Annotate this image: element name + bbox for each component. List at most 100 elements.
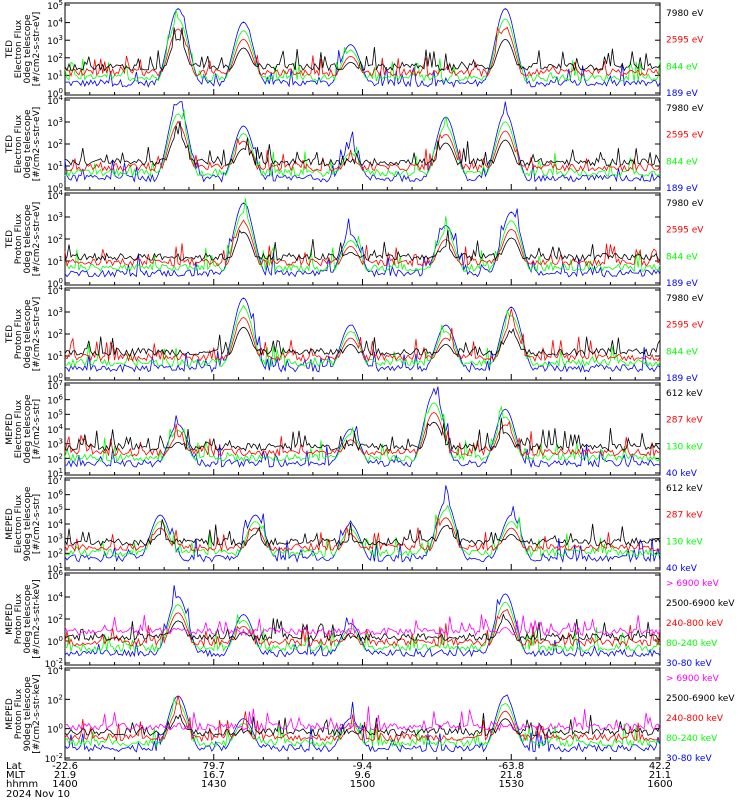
- y-tick-label: 104: [47, 423, 63, 436]
- y-tick-label: 102: [47, 52, 63, 65]
- y-axis-label-line: 0deg telescope: [23, 394, 33, 464]
- y-tick-label: 104: [47, 94, 63, 107]
- y-tick-label: 101: [47, 350, 63, 363]
- series-trace: [64, 9, 661, 83]
- x-tick-label-hhmm: 1600: [647, 779, 672, 790]
- y-tick-label: 100: [47, 182, 63, 195]
- legend-entry: 80-240 keV: [666, 639, 718, 649]
- x-tick-label-mlt: 21.9: [54, 770, 76, 781]
- legend-entry: 2595 eV: [666, 131, 704, 141]
- y-axis-label-line: 0deg telescope: [23, 299, 33, 369]
- legend-entry: 2595 eV: [666, 321, 704, 331]
- series-trace: [64, 585, 661, 658]
- series-trace: [64, 7, 661, 88]
- legend-entry: 2500-6900 keV: [666, 694, 735, 704]
- series-trace: [64, 411, 660, 458]
- y-tick-label: 101: [47, 160, 63, 173]
- series-trace: [64, 121, 661, 167]
- y-tick-label: 100: [47, 87, 63, 100]
- y-axis-label-line: [#/cm2-s-str]: [32, 399, 42, 459]
- panel-1: 105 104 103 102 101 100 TED Electron Flux 0deg t…: [5, 0, 704, 100]
- series-trace: [64, 608, 661, 648]
- series-trace: [64, 417, 661, 452]
- legend-entry: 2500-6900 keV: [666, 599, 735, 609]
- y-tick-label: 106: [47, 394, 63, 407]
- y-tick-label: 105: [47, 408, 63, 421]
- y-axis-label-line: [#/cm2-s-str-eV]: [32, 297, 42, 372]
- y-axis-label-line: Proton Flux: [14, 308, 24, 359]
- y-tick-label: 100: [47, 723, 63, 736]
- series-trace: [64, 485, 661, 564]
- series-trace: [64, 386, 661, 469]
- legend-entry: 80-240 keV: [666, 734, 718, 744]
- legend-entry: 287 keV: [666, 416, 703, 426]
- x-tick-label-lat: 79.7: [203, 761, 225, 772]
- y-axis-label-line: MEPED: [5, 698, 15, 730]
- y-tick-label: 104: [47, 591, 63, 604]
- x-tick-label-hhmm: 1500: [350, 779, 375, 790]
- y-axis-label-line: [#/cm2-s-str]: [32, 494, 42, 554]
- legend-entry: 287 keV: [666, 511, 703, 521]
- y-tick-label: 10-2: [45, 657, 63, 670]
- x-tick-label-mlt: 21.1: [649, 770, 671, 781]
- panel-8: 104 102 100 10-2 MEPED Proton Flux 90deg teles…: [5, 664, 735, 765]
- panel-4: 104 103 102 101 100 TED Proton Flux 0deg telesc…: [5, 284, 704, 385]
- legend-entry: 30-80 keV: [666, 754, 712, 764]
- y-tick-label: 104: [47, 518, 63, 531]
- legend-entry: 130 keV: [666, 537, 703, 547]
- legend-entry: 30-80 keV: [666, 659, 712, 669]
- x-tick-label-mlt: 16.7: [203, 770, 225, 781]
- legend-entry: 844 eV: [666, 157, 699, 167]
- y-axis-label-line: TED: [5, 135, 15, 154]
- x-tick-label-lat: -9.4: [353, 761, 373, 772]
- x-date-label: 2024 Nov 10: [6, 789, 70, 800]
- y-axis-label-line: 0deg telescope: [23, 204, 33, 274]
- y-tick-label: 102: [47, 233, 63, 246]
- legend-entry: 612 keV: [666, 389, 703, 399]
- legend-entry: 240-800 keV: [666, 714, 724, 724]
- legend-entry: 7980 eV: [666, 199, 704, 209]
- x-tick-label-lat: -22.6: [52, 761, 78, 772]
- x-row-label-hhmm: hhmm: [6, 779, 38, 790]
- x-tick-label-hhmm: 1430: [201, 779, 226, 790]
- y-axis-label-line: Proton Flux: [14, 688, 24, 739]
- series-trace: [64, 101, 661, 183]
- y-axis-label-line: 90deg telescope: [23, 676, 33, 751]
- y-tick-label: 103: [47, 306, 63, 319]
- y-tick-label: 103: [47, 34, 63, 47]
- series-trace: [64, 27, 661, 72]
- y-tick-label: 103: [47, 438, 63, 451]
- y-axis-label-line: Proton Flux: [14, 593, 24, 644]
- y-tick-label: 102: [47, 328, 63, 341]
- y-axis-label-line: MEPED: [5, 413, 15, 445]
- y-tick-label: 102: [47, 452, 63, 465]
- y-axis-label-line: [#/cm2-s-str-eV]: [32, 202, 42, 277]
- legend-entry: 2595 eV: [666, 226, 704, 236]
- x-axis-footer: Lat MLT hhmm 2024 Nov 10 -22.6 79.7 -9.4 -6…: [6, 761, 673, 800]
- y-axis-label-line: Electron Flux: [14, 399, 24, 458]
- legend-entry: 40 keV: [666, 469, 698, 479]
- series-trace: [64, 695, 661, 743]
- y-tick-label: 103: [47, 116, 63, 129]
- x-row-label-mlt: MLT: [6, 770, 26, 781]
- y-axis-label-line: TED: [5, 325, 15, 344]
- series-trace: [64, 304, 661, 368]
- y-tick-label: 104: [47, 284, 63, 297]
- y-axis-label-line: [#/cm2-s-str-eV]: [32, 12, 42, 87]
- series-trace: [64, 120, 661, 173]
- y-tick-label: 103: [47, 533, 63, 546]
- y-tick-label: 100: [47, 277, 63, 290]
- y-tick-label: 105: [47, 0, 63, 12]
- x-tick-label-mlt: 21.8: [500, 770, 522, 781]
- panel-frame: [64, 192, 661, 286]
- y-tick-label: 102: [47, 613, 63, 626]
- legend-entry: > 6900 keV: [666, 579, 720, 589]
- series-trace: [64, 713, 661, 737]
- legend-entry: 189 eV: [666, 279, 699, 289]
- y-axis-label-line: 0deg telescope: [23, 109, 33, 179]
- y-tick-label: 101: [47, 467, 63, 480]
